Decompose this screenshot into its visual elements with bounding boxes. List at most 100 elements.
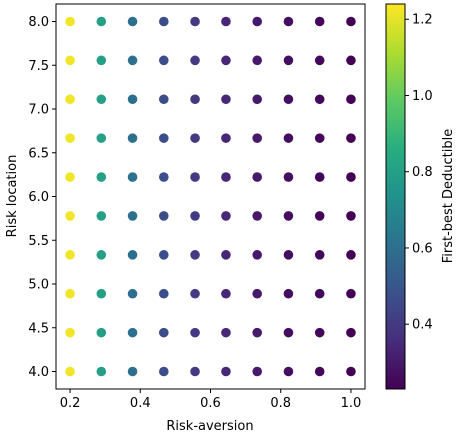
scatter-point xyxy=(221,133,231,143)
scatter-point xyxy=(159,288,169,299)
scatter-point xyxy=(65,172,75,182)
scatter-point xyxy=(346,133,356,143)
y-tick-label: 5.5 xyxy=(28,234,49,249)
colorbar-tick-label: 0.6 xyxy=(412,241,433,256)
scatter-point xyxy=(159,16,169,27)
scatter-point xyxy=(159,55,169,66)
colorbar-frame xyxy=(385,3,406,390)
scatter-point xyxy=(190,288,200,299)
scatter-point xyxy=(127,327,138,338)
scatter-point xyxy=(346,94,356,105)
scatter-point xyxy=(96,366,107,377)
scatter-point xyxy=(283,327,294,338)
scatter-point xyxy=(252,172,262,182)
scatter-point xyxy=(252,94,262,105)
y-tick-label: 6.0 xyxy=(28,190,49,205)
scatter-point xyxy=(221,211,231,221)
y-axis: 4.0 4.5 5.0 5.5 6.0 6.5 7.0 7.5 8.0 xyxy=(28,15,56,380)
scatter-point xyxy=(190,16,200,27)
scatter-point xyxy=(221,288,231,299)
scatter-point xyxy=(159,211,169,221)
scatter-point xyxy=(252,250,262,260)
scatter-point xyxy=(314,133,325,143)
scatter-point xyxy=(283,16,294,27)
scatter-points xyxy=(65,16,356,377)
scatter-point xyxy=(221,327,231,338)
scatter-point xyxy=(65,288,75,299)
scatter-point xyxy=(283,211,294,221)
scatter-point xyxy=(283,133,294,143)
scatter-point xyxy=(127,211,138,221)
scatter-point xyxy=(127,366,138,377)
scatter-point xyxy=(96,133,107,143)
scatter-point xyxy=(127,94,138,105)
y-tick-label: 4.0 xyxy=(28,365,49,380)
scatter-point xyxy=(283,366,294,377)
scatter-point xyxy=(252,16,262,27)
x-tick-label: 0.2 xyxy=(60,396,81,411)
scatter-point xyxy=(314,172,325,182)
scatter-point xyxy=(314,16,325,27)
scatter-point xyxy=(127,172,138,182)
x-tick-label: 0.8 xyxy=(270,396,291,411)
x-tick-label: 1.0 xyxy=(341,396,362,411)
scatter-point xyxy=(314,94,325,105)
scatter-point xyxy=(65,366,75,377)
scatter-point xyxy=(159,172,169,182)
scatter-point xyxy=(221,94,231,105)
scatter-point xyxy=(190,211,200,221)
scatter-point xyxy=(65,211,75,221)
scatter-point xyxy=(252,366,262,377)
scatter-point xyxy=(221,55,231,66)
scatter-point xyxy=(65,327,75,338)
y-tick-label: 4.5 xyxy=(28,321,49,336)
scatter-point xyxy=(127,250,138,260)
scatter-point xyxy=(314,366,325,377)
scatter-point xyxy=(283,288,294,299)
scatter-point xyxy=(221,366,231,377)
scatter-point xyxy=(159,327,169,338)
scatter-point xyxy=(65,55,75,66)
colorbar-tick-label: 0.8 xyxy=(412,165,433,180)
scatter-point xyxy=(190,250,200,260)
scatter-point xyxy=(190,133,200,143)
scatter-point xyxy=(190,55,200,66)
scatter-point xyxy=(190,172,200,182)
scatter-point xyxy=(65,133,75,143)
scatter-point xyxy=(346,288,356,299)
scatter-point xyxy=(346,16,356,27)
y-tick-label: 6.5 xyxy=(28,146,49,161)
scatter-point xyxy=(283,55,294,66)
scatter-point xyxy=(314,55,325,66)
scatter-point xyxy=(190,366,200,377)
scatter-point xyxy=(283,250,294,260)
scatter-point xyxy=(221,172,231,182)
scatter-point xyxy=(96,172,107,182)
scatter-point xyxy=(252,327,262,338)
scatter-point xyxy=(314,211,325,221)
x-tick-label: 0.4 xyxy=(130,396,151,411)
scatter-point xyxy=(346,211,356,221)
scatter-point xyxy=(96,250,107,260)
scatter-point xyxy=(96,288,107,299)
scatter-point xyxy=(190,327,200,338)
colorbar-label: First-best Deductible xyxy=(441,129,456,264)
colorbar-tick-label: 1.2 xyxy=(412,13,433,28)
y-tick-label: 8.0 xyxy=(28,15,49,30)
scatter-point xyxy=(252,55,262,66)
scatter-point xyxy=(346,250,356,260)
scatter-point xyxy=(127,288,138,299)
scatter-point xyxy=(127,55,138,66)
scatter-point xyxy=(252,211,262,221)
scatter-point xyxy=(346,55,356,66)
scatter-point xyxy=(159,133,169,143)
scatter-point xyxy=(252,288,262,299)
scatter-point xyxy=(221,16,231,27)
scatter-point xyxy=(96,327,107,338)
scatter-point xyxy=(96,16,107,27)
y-tick-label: 5.0 xyxy=(28,278,49,293)
scatter-point xyxy=(190,94,200,105)
scatter-point xyxy=(346,172,356,182)
